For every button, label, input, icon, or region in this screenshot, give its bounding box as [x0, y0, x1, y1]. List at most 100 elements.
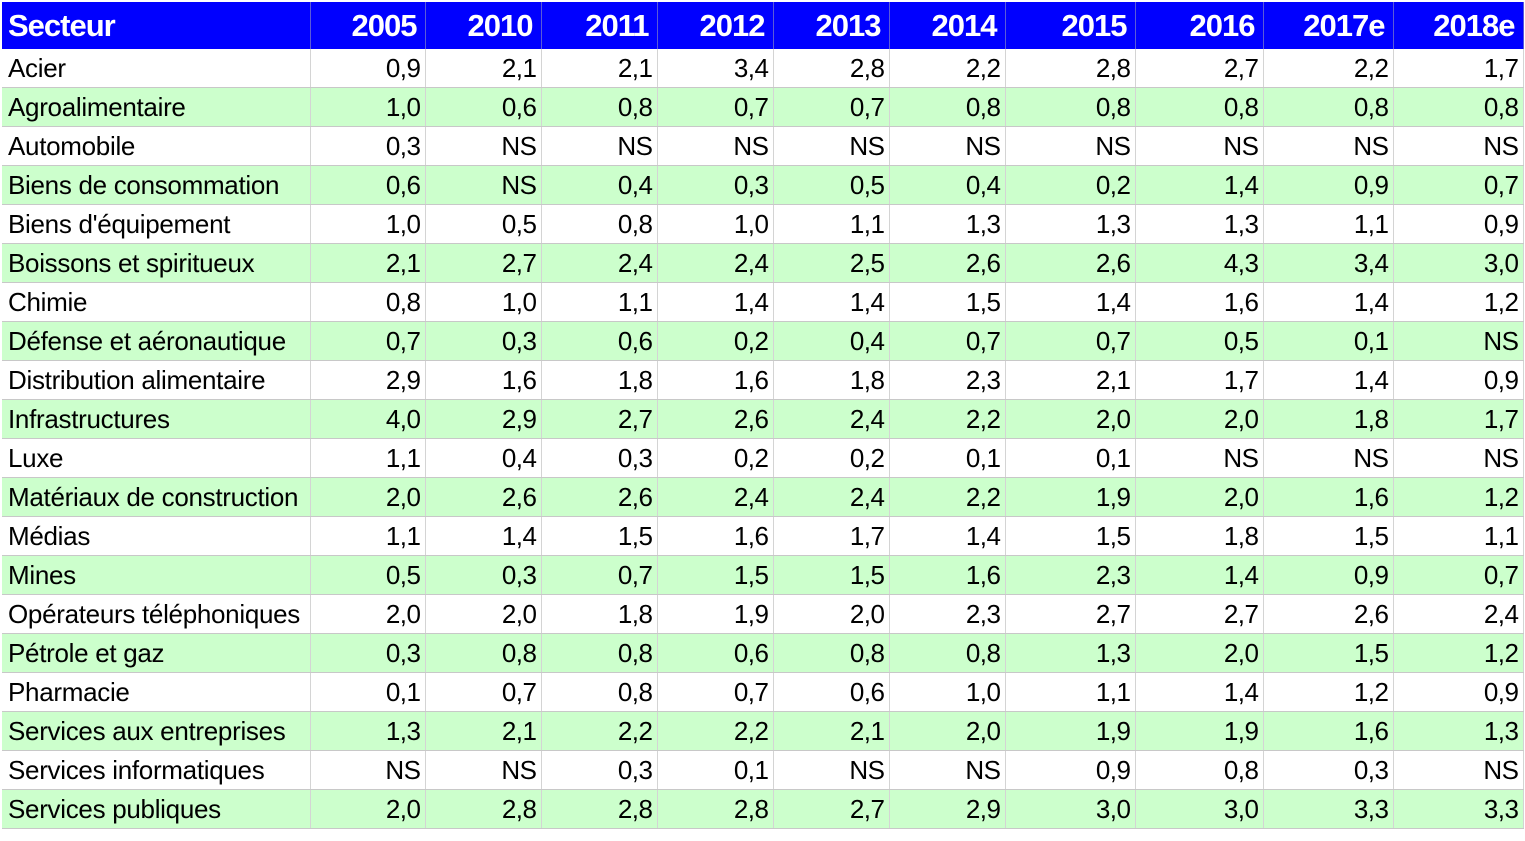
cell-value: 1,4 [657, 282, 774, 322]
cell-value: 1,1 [310, 516, 426, 556]
table-row: Acier 0,9 2,1 2,1 3,4 2,8 2,2 2,8 2,7 2,2 1,7 [2, 49, 1524, 88]
cell-value: 2,1 [425, 711, 542, 751]
cell-value: 1,0 [425, 282, 542, 322]
cell-value: 0,8 [773, 633, 890, 673]
cell-value: 2,7 [773, 789, 890, 829]
cell-value: 2,4 [657, 477, 774, 517]
table-row: Distribution alimentaire 2,9 1,6 1,8 1,6 1,8 2… [2, 360, 1524, 400]
cell-value: 3,0 [1005, 789, 1136, 829]
cell-value: 1,7 [1393, 49, 1524, 88]
cell-value: 2,4 [773, 399, 890, 439]
cell-value: 0,1 [889, 438, 1006, 478]
cell-value: 0,8 [1393, 87, 1524, 127]
row-label: Luxe [2, 438, 311, 478]
cell-value: 2,0 [889, 711, 1006, 751]
cell-value: 1,5 [773, 555, 890, 595]
header-year-4: 2013 [773, 2, 890, 49]
table-row: Luxe 1,1 0,4 0,3 0,2 0,2 0,1 0,1 NS NS NS [2, 438, 1524, 478]
row-label: Agroalimentaire [2, 87, 311, 127]
cell-value: 2,7 [1005, 594, 1136, 634]
cell-value: 0,5 [310, 555, 426, 595]
cell-value: 0,9 [1263, 555, 1394, 595]
cell-value: 0,1 [310, 672, 426, 712]
table-row: Mines 0,5 0,3 0,7 1,5 1,5 1,6 2,3 1,4 0,9 0,7 [2, 555, 1524, 595]
row-label: Boissons et spiritueux [2, 243, 311, 283]
cell-value: 2,8 [425, 789, 542, 829]
cell-value: 2,6 [889, 243, 1006, 283]
cell-value: 0,6 [425, 87, 542, 127]
cell-value: NS [1005, 126, 1136, 166]
table-row: Services aux entreprises 1,3 2,1 2,2 2,2 2,1 2… [2, 711, 1524, 751]
cell-value: 1,6 [657, 360, 774, 400]
cell-value: 2,9 [310, 360, 426, 400]
cell-value: 1,1 [541, 282, 658, 322]
cell-value: NS [1263, 438, 1394, 478]
cell-value: 2,6 [1005, 243, 1136, 283]
header-year-3: 2012 [657, 2, 774, 49]
row-label: Pharmacie [2, 672, 311, 712]
cell-value: NS [1393, 750, 1524, 790]
cell-value: 1,1 [1393, 516, 1524, 556]
cell-value: 1,8 [1135, 516, 1264, 556]
cell-value: 1,5 [1263, 633, 1394, 673]
cell-value: 2,4 [541, 243, 658, 283]
cell-value: 1,5 [541, 516, 658, 556]
cell-value: 1,6 [1263, 477, 1394, 517]
table-row: Boissons et spiritueux 2,1 2,7 2,4 2,4 2,5 2,6… [2, 243, 1524, 283]
cell-value: 0,3 [310, 633, 426, 673]
table-row: Biens d'équipement 1,0 0,5 0,8 1,0 1,1 1,3 1,3 1… [2, 204, 1524, 244]
cell-value: 2,8 [541, 789, 658, 829]
cell-value: 1,1 [310, 438, 426, 478]
table-row: Biens de consommation 0,6 NS 0,4 0,3 0,5 0,4 0,… [2, 165, 1524, 205]
row-label: Opérateurs téléphoniques [2, 594, 311, 634]
table-row: Services informatiques NS NS 0,3 0,1 NS NS 0,9 0… [2, 750, 1524, 790]
table-row: Défense et aéronautique 0,7 0,3 0,6 0,2 0,4 0,… [2, 321, 1524, 361]
row-label: Défense et aéronautique [2, 321, 311, 361]
cell-value: 1,0 [657, 204, 774, 244]
row-label: Acier [2, 49, 311, 88]
cell-value: 0,8 [1135, 87, 1264, 127]
cell-value: 0,7 [657, 87, 774, 127]
cell-value: 0,6 [541, 321, 658, 361]
cell-value: NS [425, 165, 542, 205]
table-row: Automobile 0,3 NS NS NS NS NS NS NS NS NS [2, 126, 1524, 166]
cell-value: 2,7 [1135, 49, 1264, 88]
cell-value: 0,8 [541, 204, 658, 244]
cell-value: NS [425, 126, 542, 166]
cell-value: 1,8 [541, 594, 658, 634]
cell-value: 0,6 [657, 633, 774, 673]
cell-value: 2,0 [310, 594, 426, 634]
cell-value: 2,0 [425, 594, 542, 634]
cell-value: 2,0 [773, 594, 890, 634]
cell-value: 1,2 [1393, 477, 1524, 517]
cell-value: 2,3 [1005, 555, 1136, 595]
cell-value: NS [1263, 126, 1394, 166]
cell-value: 2,8 [1005, 49, 1136, 88]
cell-value: NS [773, 126, 890, 166]
cell-value: 1,4 [1135, 165, 1264, 205]
cell-value: 1,6 [1263, 711, 1394, 751]
cell-value: 2,0 [1005, 399, 1136, 439]
cell-value: 0,2 [657, 321, 774, 361]
cell-value: 1,0 [310, 204, 426, 244]
header-year-0: 2005 [310, 2, 426, 49]
cell-value: 0,7 [310, 321, 426, 361]
cell-value: 2,1 [1005, 360, 1136, 400]
table-row: Services publiques 2,0 2,8 2,8 2,8 2,7 2,9 3,0 3… [2, 789, 1524, 829]
cell-value: NS [541, 126, 658, 166]
cell-value: 0,2 [773, 438, 890, 478]
cell-value: 1,2 [1263, 672, 1394, 712]
cell-value: 2,6 [657, 399, 774, 439]
cell-value: 0,2 [1005, 165, 1136, 205]
cell-value: 1,3 [1135, 204, 1264, 244]
table-row: Pétrole et gaz 0,3 0,8 0,8 0,6 0,8 0,8 1,3 2,0 1,… [2, 633, 1524, 673]
cell-value: 2,7 [541, 399, 658, 439]
cell-value: 0,8 [889, 633, 1006, 673]
cell-value: 2,7 [425, 243, 542, 283]
cell-value: 0,4 [425, 438, 542, 478]
row-label: Chimie [2, 282, 311, 322]
cell-value: 2,8 [657, 789, 774, 829]
cell-value: 0,7 [1393, 165, 1524, 205]
cell-value: 1,5 [889, 282, 1006, 322]
